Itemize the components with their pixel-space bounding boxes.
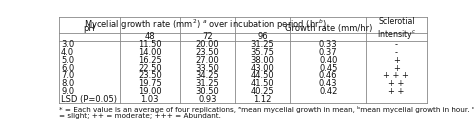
Text: 31.25: 31.25 [196, 79, 219, 88]
Text: +: + [393, 64, 400, 73]
Text: 43.00: 43.00 [251, 64, 274, 73]
Text: 0.40: 0.40 [319, 56, 337, 65]
Text: 8.0: 8.0 [61, 79, 74, 88]
Text: 4.0: 4.0 [61, 48, 74, 57]
Text: + +: + + [388, 87, 405, 96]
Text: 72: 72 [202, 32, 213, 41]
Text: 6.0: 6.0 [61, 64, 74, 73]
Text: 1.03: 1.03 [140, 95, 159, 104]
Text: 30.50: 30.50 [196, 87, 219, 96]
Text: 19.75: 19.75 [138, 79, 162, 88]
Text: 16.25: 16.25 [138, 56, 162, 65]
Text: 19.00: 19.00 [138, 87, 162, 96]
Text: pH: pH [83, 24, 95, 33]
Text: 34.25: 34.25 [196, 71, 219, 81]
Text: 33.50: 33.50 [196, 64, 219, 73]
Text: 27.00: 27.00 [196, 56, 219, 65]
Text: 44.50: 44.50 [251, 71, 274, 81]
Text: 0.43: 0.43 [319, 79, 337, 88]
Text: 7.0: 7.0 [61, 71, 74, 81]
Text: * = Each value is an average of four replications, ᵃmean mycelial growth in mean: * = Each value is an average of four rep… [59, 106, 474, 113]
Text: 3.0: 3.0 [61, 40, 74, 49]
Text: 23.50: 23.50 [138, 71, 162, 81]
Text: 35.75: 35.75 [251, 48, 274, 57]
Text: 5.0: 5.0 [61, 56, 74, 65]
Text: -: - [395, 40, 398, 49]
Text: Mycelial growth rate (mm$^{2}$) $^{a}$ over incubation period (hr$^{b}$): Mycelial growth rate (mm$^{2}$) $^{a}$ o… [83, 18, 326, 32]
Text: LSD (P=0.05): LSD (P=0.05) [61, 95, 117, 104]
Text: 23.50: 23.50 [196, 48, 219, 57]
Text: 0.45: 0.45 [319, 64, 337, 73]
Text: 48: 48 [145, 32, 155, 41]
Text: 0.46: 0.46 [319, 71, 337, 81]
Text: -: - [395, 48, 398, 57]
Text: 14.00: 14.00 [138, 48, 162, 57]
Text: 40.25: 40.25 [251, 87, 274, 96]
Text: 11.50: 11.50 [138, 40, 162, 49]
Text: 0.42: 0.42 [319, 87, 337, 96]
Text: Sclerotial
Intensity$^{c}$: Sclerotial Intensity$^{c}$ [377, 17, 416, 41]
Text: +: + [393, 56, 400, 65]
Text: Growth rate (mm/hr): Growth rate (mm/hr) [284, 24, 372, 33]
Text: 20.00: 20.00 [196, 40, 219, 49]
Text: + + +: + + + [383, 71, 410, 81]
Text: 31.25: 31.25 [251, 40, 274, 49]
Text: 9.0: 9.0 [61, 87, 74, 96]
Text: 41.50: 41.50 [251, 79, 274, 88]
Text: 22.50: 22.50 [138, 64, 162, 73]
Text: 0.33: 0.33 [319, 40, 337, 49]
Text: 1.12: 1.12 [254, 95, 272, 104]
Text: 96: 96 [257, 32, 268, 41]
Text: + +: + + [388, 79, 405, 88]
Text: 38.00: 38.00 [251, 56, 274, 65]
Text: = slight; ++ = moderate; +++ = Abundant.: = slight; ++ = moderate; +++ = Abundant. [59, 114, 221, 119]
Text: 0.93: 0.93 [198, 95, 217, 104]
Text: 0.37: 0.37 [319, 48, 337, 57]
